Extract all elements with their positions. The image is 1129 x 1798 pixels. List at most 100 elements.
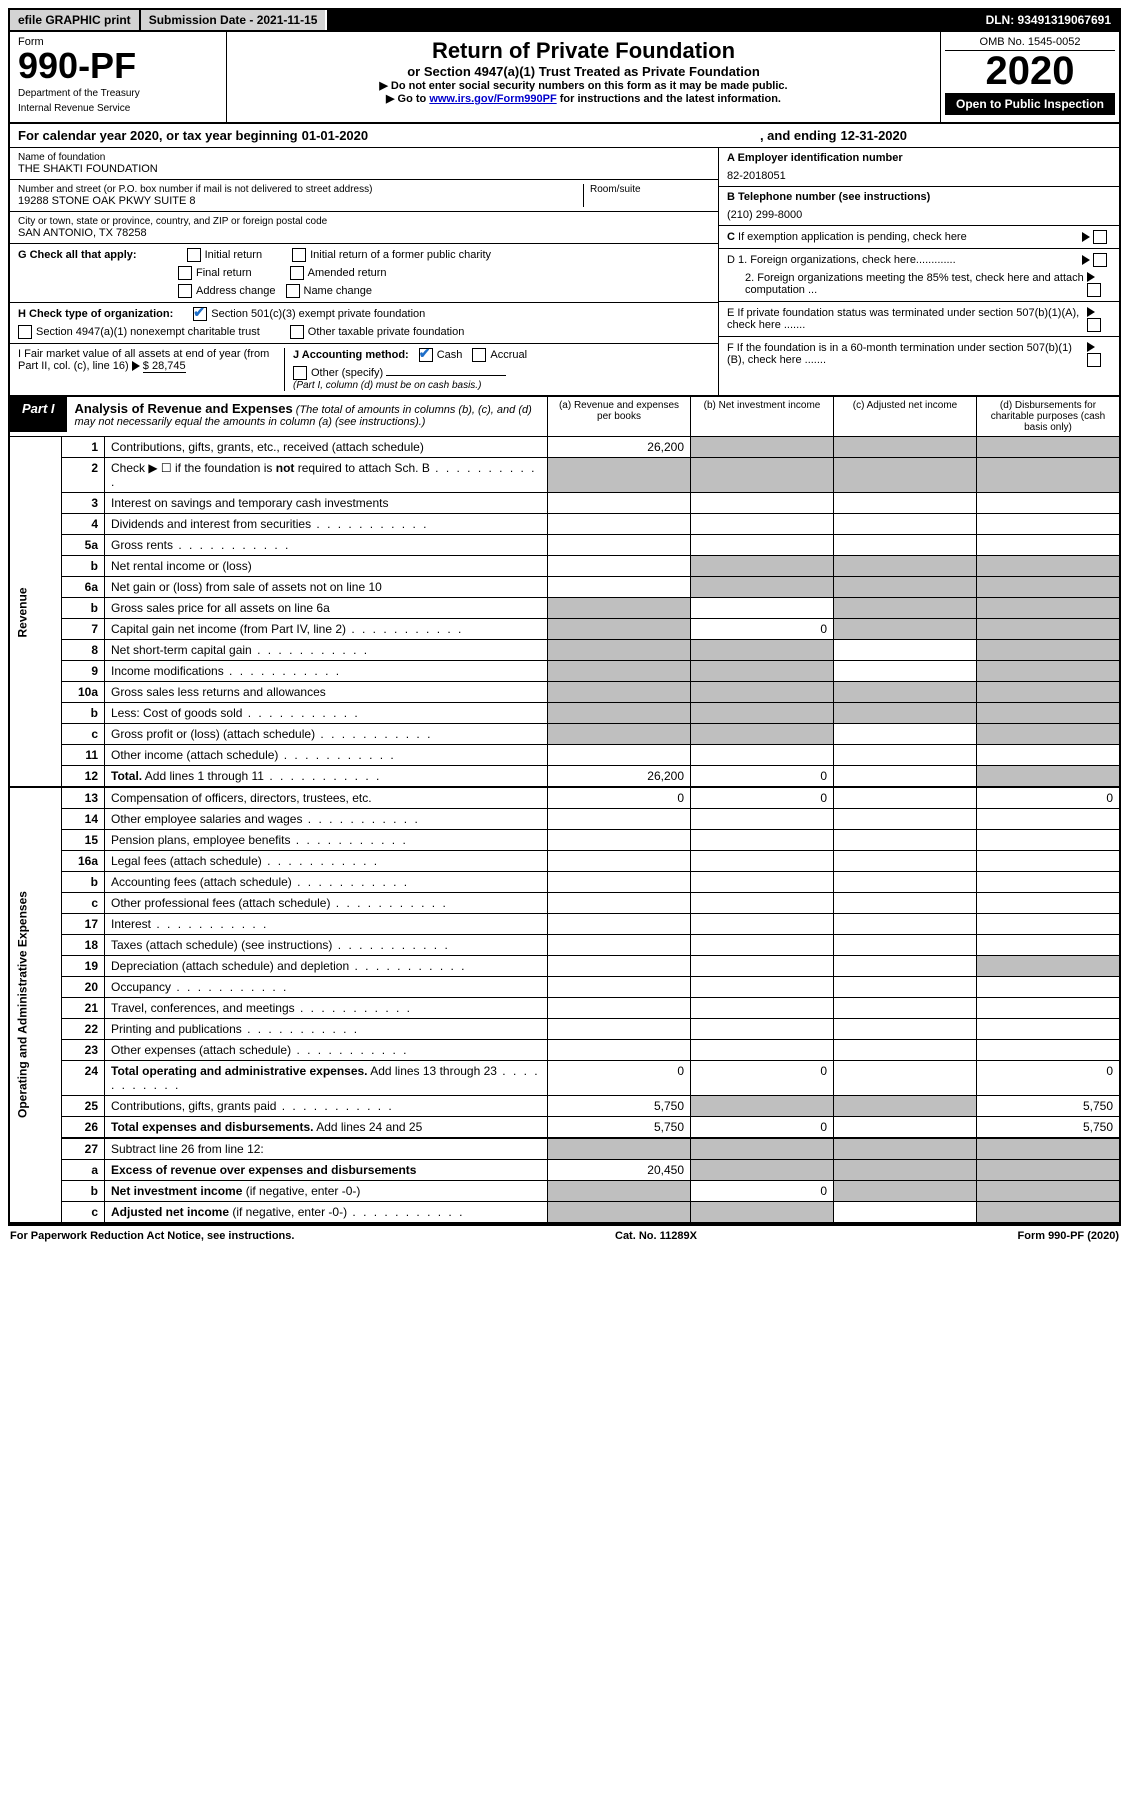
value-cell <box>691 830 834 851</box>
lbl-4947: Section 4947(a)(1) nonexempt charitable … <box>36 326 260 338</box>
value-cell <box>691 661 834 682</box>
line-description: Compensation of officers, directors, tru… <box>105 787 548 809</box>
value-cell <box>548 1040 691 1061</box>
check-4947[interactable] <box>18 325 32 339</box>
value-cell <box>834 598 977 619</box>
table-row: 27Subtract line 26 from line 12: <box>9 1138 1120 1160</box>
check-c[interactable] <box>1093 230 1107 244</box>
value-cell <box>548 598 691 619</box>
phone-value: (210) 299-8000 <box>727 209 1111 221</box>
col-a-header: (a) Revenue and expenses per books <box>548 397 691 437</box>
table-row: 5aGross rents <box>9 535 1120 556</box>
value-cell <box>834 619 977 640</box>
lbl-final: Final return <box>196 267 252 279</box>
line-number: 24 <box>62 1061 105 1096</box>
e-cell: E If private foundation status was termi… <box>719 302 1119 337</box>
lbl-amended: Amended return <box>308 267 387 279</box>
line-number: 26 <box>62 1117 105 1139</box>
value-cell <box>691 458 834 493</box>
table-row: 14Other employee salaries and wages <box>9 809 1120 830</box>
line-description: Gross sales less returns and allowances <box>105 682 548 703</box>
value-cell <box>977 893 1121 914</box>
table-row: 19Depreciation (attach schedule) and dep… <box>9 956 1120 977</box>
table-row: cOther professional fees (attach schedul… <box>9 893 1120 914</box>
arrow-icon <box>1087 272 1095 282</box>
value-cell <box>977 1138 1121 1160</box>
check-cash[interactable] <box>419 348 433 362</box>
value-cell <box>977 682 1121 703</box>
value-cell: 0 <box>691 766 834 788</box>
value-cell <box>691 998 834 1019</box>
line-number: 27 <box>62 1138 105 1160</box>
irs-label: Internal Revenue Service <box>18 103 218 114</box>
foundation-name: THE SHAKTI FOUNDATION <box>18 163 710 175</box>
f-cell: F If the foundation is in a 60-month ter… <box>719 337 1119 371</box>
table-row: cAdjusted net income (if negative, enter… <box>9 1202 1120 1224</box>
check-d1[interactable] <box>1093 253 1107 267</box>
table-row: 8Net short-term capital gain <box>9 640 1120 661</box>
value-cell <box>834 787 977 809</box>
table-row: 24Total operating and administrative exp… <box>9 1061 1120 1096</box>
line-number: 7 <box>62 619 105 640</box>
c-cell: C If exemption application is pending, c… <box>719 226 1119 249</box>
value-cell <box>977 914 1121 935</box>
check-final[interactable] <box>178 266 192 280</box>
value-cell <box>834 893 977 914</box>
value-cell <box>977 661 1121 682</box>
value-cell <box>977 977 1121 998</box>
value-cell <box>548 893 691 914</box>
value-cell: 0 <box>691 619 834 640</box>
table-row: 18Taxes (attach schedule) (see instructi… <box>9 935 1120 956</box>
entity-info: Name of foundation THE SHAKTI FOUNDATION… <box>8 148 1121 397</box>
value-cell <box>834 556 977 577</box>
footer-right: Form 990-PF (2020) <box>1018 1230 1120 1242</box>
value-cell <box>548 556 691 577</box>
value-cell <box>977 619 1121 640</box>
check-amended[interactable] <box>290 266 304 280</box>
c-label: If exemption application is pending, che… <box>738 231 967 243</box>
value-cell <box>548 1019 691 1040</box>
line-description: Net short-term capital gain <box>105 640 548 661</box>
check-501c3[interactable] <box>193 307 207 321</box>
check-other-tax[interactable] <box>290 325 304 339</box>
check-accrual[interactable] <box>472 348 486 362</box>
line-number: 1 <box>62 437 105 458</box>
value-cell <box>548 745 691 766</box>
value-cell <box>834 1019 977 1040</box>
value-cell <box>691 1040 834 1061</box>
table-row: 17Interest <box>9 914 1120 935</box>
line-number: 16a <box>62 851 105 872</box>
line-description: Accounting fees (attach schedule) <box>105 872 548 893</box>
check-namechg[interactable] <box>286 284 300 298</box>
line-description: Dividends and interest from securities <box>105 514 548 535</box>
header-right: OMB No. 1545-0052 2020 Open to Public In… <box>941 32 1119 122</box>
value-cell <box>691 493 834 514</box>
lbl-accrual: Accrual <box>490 349 527 361</box>
check-other-method[interactable] <box>293 366 307 380</box>
check-initial[interactable] <box>187 248 201 262</box>
line-number: 13 <box>62 787 105 809</box>
line-number: 21 <box>62 998 105 1019</box>
check-d2[interactable] <box>1087 283 1101 297</box>
value-cell <box>548 872 691 893</box>
value-cell <box>834 577 977 598</box>
part1-title: Analysis of Revenue and Expenses <box>75 401 293 416</box>
irs-link[interactable]: www.irs.gov/Form990PF <box>429 93 556 105</box>
check-e[interactable] <box>1087 318 1101 332</box>
value-cell: 0 <box>691 1117 834 1139</box>
check-f[interactable] <box>1087 353 1101 367</box>
line-number: 17 <box>62 914 105 935</box>
phone-label: B Telephone number (see instructions) <box>727 191 930 203</box>
value-cell <box>834 535 977 556</box>
table-row: bAccounting fees (attach schedule) <box>9 872 1120 893</box>
table-row: 7Capital gain net income (from Part IV, … <box>9 619 1120 640</box>
value-cell <box>834 1181 977 1202</box>
line-number: 3 <box>62 493 105 514</box>
name-label: Name of foundation <box>18 152 710 163</box>
line-description: Other expenses (attach schedule) <box>105 1040 548 1061</box>
line-number: c <box>62 1202 105 1224</box>
check-address[interactable] <box>178 284 192 298</box>
value-cell: 5,750 <box>548 1096 691 1117</box>
check-initial-former[interactable] <box>292 248 306 262</box>
value-cell <box>977 1181 1121 1202</box>
